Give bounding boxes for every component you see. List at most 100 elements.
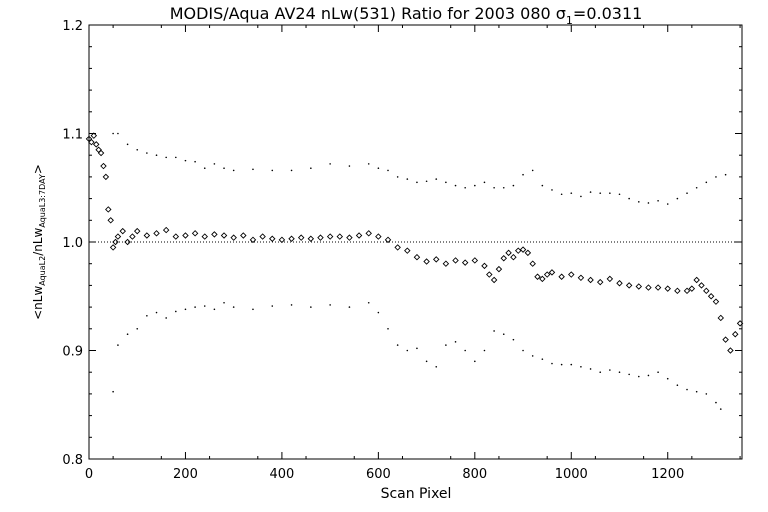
data-point-upper_bound — [580, 195, 582, 198]
series-lower_bound — [112, 301, 722, 410]
data-point-lower_bound — [232, 306, 235, 308]
data-point-upper_bound — [435, 178, 438, 180]
data-point-mean_ratio — [90, 132, 98, 139]
data-point-mean_ratio — [326, 233, 334, 240]
data-point-lower_bound — [155, 311, 158, 314]
data-point-mean_ratio — [220, 232, 228, 239]
data-point-mean_ratio — [211, 231, 218, 238]
data-point-mean_ratio — [568, 271, 575, 278]
data-point-upper_bound — [628, 197, 630, 200]
data-point-mean_ratio — [269, 235, 276, 242]
data-point-lower_bound — [136, 328, 139, 330]
data-point-lower_bound — [416, 347, 418, 350]
data-point-mean_ratio — [654, 284, 662, 291]
data-point-lower_bound — [551, 362, 553, 365]
data-point-mean_ratio — [240, 232, 247, 239]
data-point-mean_ratio — [109, 244, 117, 251]
data-point-mean_ratio — [548, 269, 556, 276]
data-point-mean_ratio — [100, 162, 107, 170]
data-point-mean_ratio — [452, 257, 459, 264]
data-point-lower_bound — [165, 317, 167, 319]
data-point-mean_ratio — [534, 273, 541, 280]
data-point-lower_bound — [599, 371, 602, 374]
data-point-mean_ratio — [92, 141, 100, 148]
data-point-upper_bound — [609, 192, 611, 194]
data-point-lower_bound — [618, 371, 621, 374]
data-point-mean_ratio — [191, 230, 199, 237]
data-point-mean_ratio — [693, 276, 700, 284]
y-axis-label-sub-l3: AquaL3:7DAY — [38, 174, 47, 228]
data-point-lower_bound — [705, 393, 708, 395]
x-tick-label: 400 — [269, 467, 294, 482]
data-point-upper_bound — [522, 173, 524, 176]
data-point-upper_bound — [705, 181, 708, 184]
data-point-lower_bound — [175, 310, 177, 313]
data-point-mean_ratio — [129, 233, 136, 240]
data-point-mean_ratio — [461, 259, 469, 266]
data-point-mean_ratio — [307, 235, 315, 242]
data-point-lower_bound — [502, 333, 505, 336]
data-point-mean_ratio — [732, 330, 739, 338]
data-point-upper_bound — [589, 191, 592, 193]
x-tick-label: 200 — [173, 467, 198, 482]
data-point-upper_bound — [445, 181, 447, 184]
data-point-upper_bound — [686, 192, 688, 194]
chart-title: MODIS/Aqua AV24 nLw(531) Ratio for 2003 … — [170, 4, 643, 27]
data-point-lower_bound — [425, 360, 428, 363]
data-point-lower_bound — [367, 301, 370, 304]
data-point-mean_ratio — [635, 283, 643, 290]
data-point-upper_bound — [271, 169, 274, 172]
data-point-lower_bound — [676, 384, 679, 387]
data-point-upper_bound — [647, 202, 650, 204]
data-point-mean_ratio — [490, 276, 498, 284]
data-point-upper_bound — [290, 169, 293, 172]
data-point-mean_ratio — [645, 284, 652, 291]
data-point-upper_bound — [203, 167, 206, 170]
data-point-lower_bound — [464, 349, 466, 352]
data-point-mean_ratio — [172, 233, 180, 240]
series-upper_bound — [112, 132, 727, 205]
data-point-upper_bound — [194, 160, 196, 163]
data-point-mean_ratio — [317, 234, 324, 241]
data-point-mean_ratio — [114, 233, 122, 240]
data-point-upper_bound — [502, 186, 505, 189]
data-point-lower_bound — [609, 369, 611, 371]
data-point-mean_ratio — [703, 287, 710, 295]
data-point-lower_bound — [290, 304, 293, 306]
data-point-upper_bound — [454, 184, 457, 187]
data-point-mean_ratio — [423, 258, 430, 265]
data-point-mean_ratio — [112, 238, 119, 246]
data-point-mean_ratio — [722, 336, 729, 343]
data-point-mean_ratio — [105, 206, 112, 213]
data-point-mean_ratio — [365, 230, 372, 237]
data-point-lower_bound — [647, 374, 650, 377]
data-point-upper_bound — [213, 163, 216, 165]
data-point-mean_ratio — [495, 265, 503, 273]
data-point-lower_bound — [493, 330, 495, 332]
data-point-lower_bound — [580, 365, 582, 368]
data-point-lower_bound — [695, 390, 698, 393]
data-point-upper_bound — [329, 163, 331, 165]
data-point-upper_bound — [493, 186, 495, 189]
x-tick-label: 1200 — [651, 467, 684, 482]
data-point-upper_bound — [184, 159, 187, 162]
data-point-upper_bound — [232, 169, 235, 172]
data-point-lower_bound — [589, 368, 592, 370]
data-point-lower_bound — [348, 306, 351, 308]
data-point-upper_bound — [117, 132, 119, 135]
data-point-mean_ratio — [698, 282, 705, 289]
data-point-upper_bound — [348, 165, 351, 167]
data-point-upper_bound — [126, 143, 129, 146]
data-point-lower_bound — [454, 341, 457, 343]
data-point-mean_ratio — [384, 236, 392, 244]
data-point-upper_bound — [666, 203, 669, 205]
data-point-lower_bound — [112, 390, 114, 393]
data-point-lower_bound — [512, 338, 515, 341]
data-point-mean_ratio — [519, 246, 527, 253]
data-point-mean_ratio — [230, 234, 237, 241]
data-point-lower_bound — [126, 333, 129, 336]
data-point-mean_ratio — [577, 274, 585, 282]
data-point-upper_bound — [637, 201, 640, 203]
data-point-upper_bound — [112, 132, 114, 135]
